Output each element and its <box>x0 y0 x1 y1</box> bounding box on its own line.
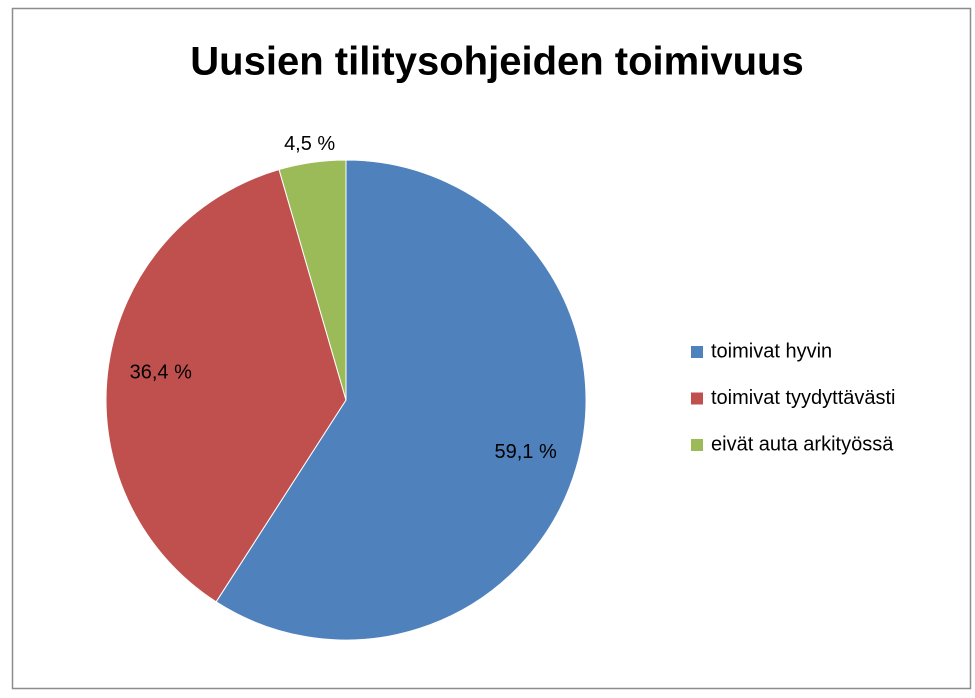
pie-slice <box>215 159 587 641</box>
legend-swatch <box>691 346 703 358</box>
chart-title: Uusien tilitysohjeiden toimivuus <box>190 40 803 84</box>
legend-swatch <box>691 392 703 405</box>
data-label: 36,4 % <box>130 361 192 383</box>
pie-slice <box>105 168 347 603</box>
data-label: 59,1 % <box>494 441 556 463</box>
legend-label: toimivat hyvin <box>711 340 832 362</box>
legend-swatch <box>691 439 703 451</box>
legend-label: eivät auta arkityössä <box>711 433 894 455</box>
pie-slice <box>278 159 347 401</box>
legend-label: toimivat tyydyttävästi <box>711 387 896 409</box>
data-label: 4,5 % <box>284 133 335 155</box>
